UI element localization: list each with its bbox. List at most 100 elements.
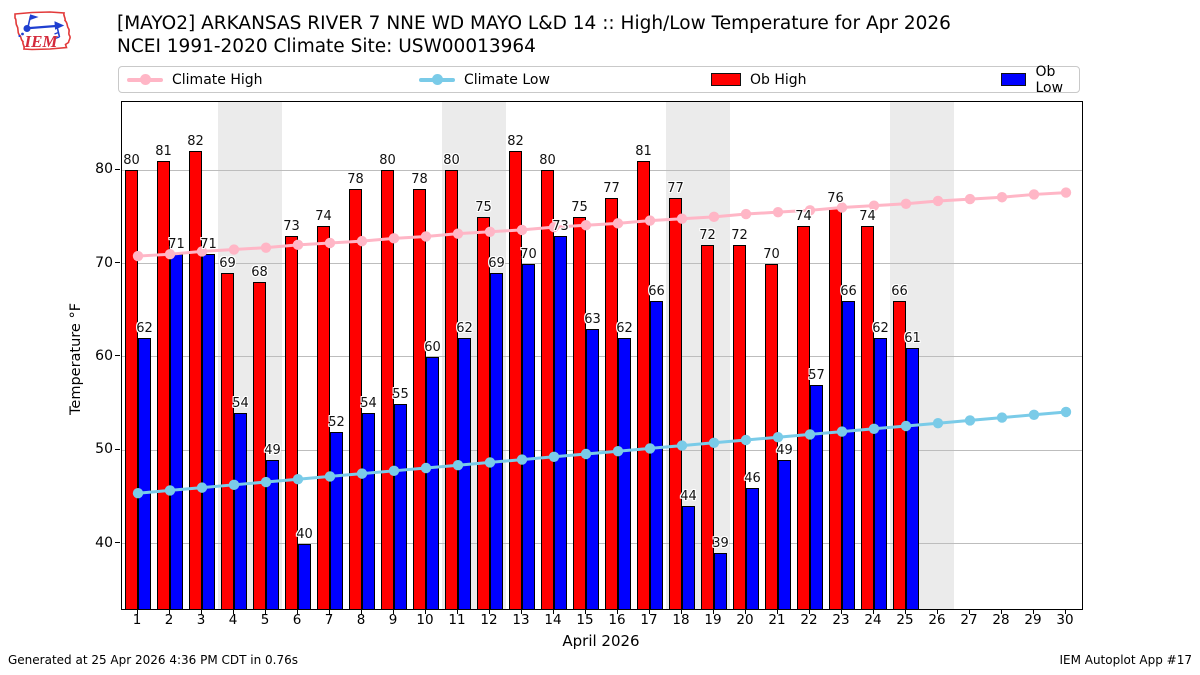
x-tick-label: 8 xyxy=(356,612,366,628)
ob-high-bar xyxy=(349,188,362,609)
x-tick-label: 14 xyxy=(544,612,562,628)
x-tick-label: 1 xyxy=(132,612,142,628)
x-tick-mark xyxy=(905,610,906,614)
ob-high-label: 78 xyxy=(411,171,428,187)
plot-area: 80 62 81 71 82 71 69 54 68 49 73 40 74 52 78 54 80 55 78 60… xyxy=(121,101,1083,610)
y-tick-mark xyxy=(115,262,120,264)
x-tick-mark xyxy=(457,610,458,614)
x-tick-label: 25 xyxy=(896,612,914,628)
chart-title: [MAYO2] ARKANSAS RIVER 7 NNE WD MAYO L&D… xyxy=(117,13,951,34)
footer-generated-text: Generated at 25 Apr 2026 4:36 PM CDT in … xyxy=(8,653,299,667)
ob-low-bar xyxy=(138,338,151,609)
ob-high-label: 80 xyxy=(123,153,140,169)
x-tick-mark xyxy=(1033,610,1034,614)
x-tick-mark xyxy=(489,610,490,614)
ob-low-bar xyxy=(298,543,311,609)
ob-low-label: 70 xyxy=(520,246,537,262)
ob-low-bar xyxy=(362,412,375,609)
ob-high-bar xyxy=(765,263,778,609)
ob-low-label: 49 xyxy=(264,442,281,458)
ob-high-bar xyxy=(797,226,810,609)
ob-low-bar xyxy=(618,338,631,609)
legend-label: Ob Low xyxy=(1035,63,1064,96)
ob-high-bar xyxy=(285,235,298,609)
ob-high-bar xyxy=(413,188,426,609)
ob-high-bar xyxy=(157,160,170,609)
y-tick-label: 50 xyxy=(95,441,113,458)
ob-high-label: 77 xyxy=(667,181,684,197)
climate-low-marker xyxy=(1028,409,1040,420)
x-tick-label: 5 xyxy=(260,612,270,628)
ob-low-bar xyxy=(266,459,279,609)
ob-high-bar xyxy=(125,170,138,609)
climate-high-marker xyxy=(740,208,752,220)
x-tick-label: 27 xyxy=(960,612,978,628)
ob-low-bar xyxy=(650,300,663,609)
ob-high-bar xyxy=(829,207,842,609)
x-tick-label: 29 xyxy=(1024,612,1042,628)
ob-high-bar xyxy=(605,198,618,609)
ob-low-label: 40 xyxy=(296,526,313,542)
ob-high-label: 81 xyxy=(635,143,652,159)
x-tick-mark xyxy=(329,610,330,614)
ob-low-bar xyxy=(394,403,407,609)
x-tick-label: 22 xyxy=(800,612,818,628)
ob-high-label: 77 xyxy=(603,181,620,197)
footer-app-text: IEM Autoplot App #17 xyxy=(1059,653,1192,667)
x-tick-mark xyxy=(649,610,650,614)
x-tick-mark xyxy=(745,610,746,614)
ob-high-label: 72 xyxy=(699,227,716,243)
legend-label: Ob High xyxy=(750,71,807,88)
ob-low-label: 63 xyxy=(584,311,601,327)
ob-low-bar xyxy=(458,338,471,609)
climate-high-marker xyxy=(964,193,976,205)
ob-low-bar xyxy=(426,356,439,609)
ob-high-bar xyxy=(445,170,458,609)
ob-low-bar xyxy=(170,254,183,609)
ob-high-label: 80 xyxy=(443,153,460,169)
x-tick-label: 9 xyxy=(388,612,398,628)
ob-low-bar xyxy=(810,384,823,609)
x-tick-label: 13 xyxy=(512,612,530,628)
x-tick-label: 4 xyxy=(228,612,238,628)
x-tick-label: 28 xyxy=(992,612,1010,628)
ob-low-bar xyxy=(874,338,887,609)
ob-low-bar xyxy=(554,235,567,609)
x-tick-label: 3 xyxy=(196,612,206,628)
x-tick-mark xyxy=(393,610,394,614)
ob-high-bar xyxy=(477,216,490,609)
ob-high-label: 78 xyxy=(347,171,364,187)
x-tick-mark xyxy=(361,610,362,614)
ob-high-label: 70 xyxy=(763,246,780,262)
x-tick-label: 23 xyxy=(832,612,850,628)
climate-high-marker xyxy=(772,206,784,218)
line-dot xyxy=(139,74,151,85)
x-tick-mark xyxy=(201,610,202,614)
climate-low-line-icon xyxy=(419,74,455,86)
ob-low-bar xyxy=(906,347,919,609)
ob-high-label: 80 xyxy=(539,153,556,169)
ob-high-label: 73 xyxy=(283,218,300,234)
x-tick-mark xyxy=(1065,610,1066,614)
ob-low-swatch-icon xyxy=(1001,73,1027,86)
x-tick-label: 11 xyxy=(448,612,466,628)
climate-high-marker xyxy=(1060,187,1072,198)
legend-item-climate-high: Climate High xyxy=(127,67,263,92)
ob-high-swatch-icon xyxy=(711,73,741,86)
legend: Climate High Climate Low Ob High Ob Low xyxy=(118,63,1080,96)
gridline xyxy=(122,169,1082,171)
x-tick-mark xyxy=(1001,610,1002,614)
x-tick-label: 19 xyxy=(704,612,722,628)
y-tick-mark xyxy=(115,168,120,170)
title-block: [MAYO2] ARKANSAS RIVER 7 NNE WD MAYO L&D… xyxy=(117,12,951,58)
ob-low-label: 62 xyxy=(616,321,633,337)
x-tick-label: 24 xyxy=(864,612,882,628)
ob-high-label: 74 xyxy=(859,209,876,225)
ob-high-bar xyxy=(573,216,586,609)
legend-item-ob-high: Ob High xyxy=(711,67,807,92)
y-tick-mark xyxy=(115,542,120,544)
ob-low-label: 39 xyxy=(712,535,729,551)
y-tick-label: 40 xyxy=(95,534,113,551)
ob-low-label: 61 xyxy=(904,330,921,346)
